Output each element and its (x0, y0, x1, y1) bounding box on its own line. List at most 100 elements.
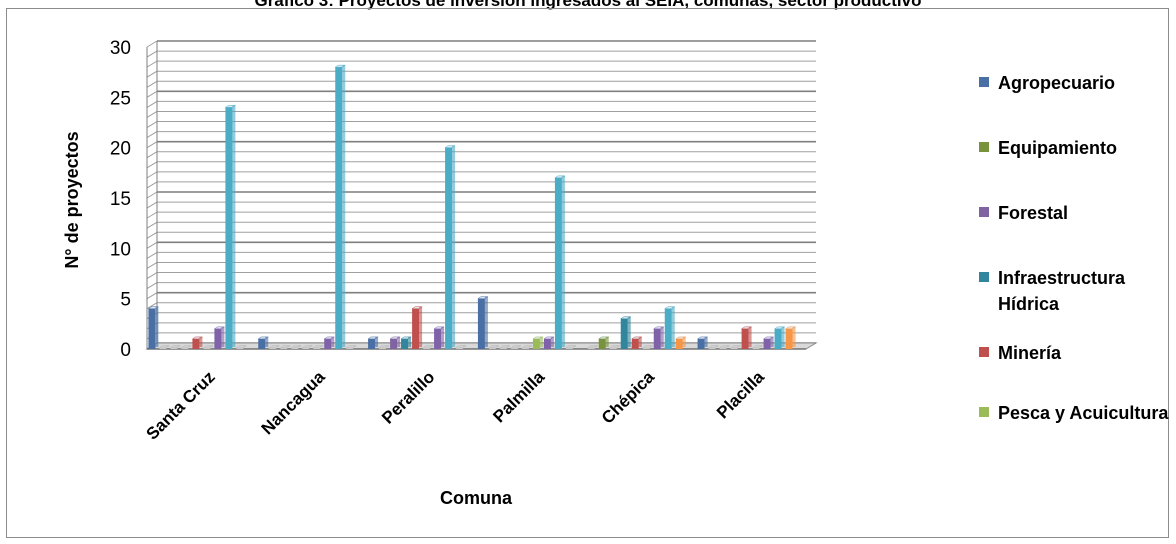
x-tick-label: Placilla (713, 367, 768, 422)
bar-side (386, 345, 390, 347)
bar-side (528, 345, 532, 347)
bar (521, 345, 533, 349)
y-tick-label: 25 (110, 88, 131, 109)
legend-label: Equipamiento (998, 138, 1118, 158)
gridline (146, 151, 158, 159)
bar-side (166, 345, 170, 347)
bar-face (225, 107, 233, 350)
bar-side (430, 345, 434, 347)
legend-item: Agropecuario (979, 70, 1115, 96)
bar-face (620, 318, 628, 349)
bar-face (653, 328, 661, 349)
gridline (146, 50, 158, 58)
x-tick-label: Palmilla (489, 367, 548, 426)
bar (433, 326, 445, 349)
bar-face (565, 347, 573, 349)
gridline (146, 181, 158, 189)
bar-side (199, 336, 203, 347)
bar-side (704, 336, 708, 347)
bar-side (177, 345, 181, 347)
bar (312, 345, 325, 349)
bar-face (697, 338, 705, 349)
gridline (146, 60, 158, 68)
bar-face (148, 308, 156, 349)
y-axis-title: N° de proyectos (62, 131, 82, 268)
bar (543, 336, 555, 349)
bar (378, 345, 390, 349)
y-tick-label: 10 (110, 239, 131, 260)
bar-side (155, 306, 159, 347)
bar-side (737, 345, 741, 347)
bar-face (741, 328, 749, 349)
bar (773, 326, 786, 349)
legend-label: Pesca y Acuicultura (998, 403, 1169, 423)
bar (400, 336, 412, 349)
chart-title: Gráfico 3: Proyectos de inversión ingres… (254, 0, 922, 10)
legend-label: Forestal (998, 203, 1069, 223)
bar (191, 336, 204, 349)
gridline (146, 171, 158, 179)
bar (444, 145, 456, 349)
gridline (146, 272, 158, 279)
legend-swatch (979, 77, 989, 87)
bar-side (572, 345, 576, 347)
bar-face (269, 347, 277, 349)
x-tick-label: Santa Cruz (143, 367, 219, 443)
bar (290, 345, 303, 349)
bar-side (616, 345, 620, 347)
bar-face (521, 347, 529, 349)
bar-side (506, 345, 510, 347)
bar-face (302, 347, 310, 349)
bar-side (320, 345, 324, 347)
bar (488, 345, 500, 349)
bar-face (510, 347, 518, 349)
bar-face (554, 177, 562, 349)
gridline (146, 302, 158, 310)
bar (477, 296, 489, 349)
gridline (146, 161, 158, 169)
legend-label: Minería (998, 343, 1062, 363)
bar-side (353, 345, 357, 347)
bar (213, 326, 226, 349)
bar-side (627, 316, 631, 347)
gridline (146, 90, 158, 98)
bar (345, 345, 358, 349)
gridline (146, 191, 158, 199)
bar-side (484, 296, 488, 347)
bar (784, 326, 797, 349)
bar-side (770, 336, 774, 347)
legend-swatch (979, 207, 989, 217)
gridline (146, 282, 158, 290)
bar-face (774, 328, 782, 349)
bar (389, 336, 401, 349)
bar-face (587, 347, 595, 349)
bar-side (419, 306, 423, 347)
bar-face (313, 347, 321, 349)
bar (707, 345, 720, 349)
gridline (146, 70, 158, 78)
bar-face (543, 338, 551, 349)
bar-face (214, 328, 222, 349)
legend-swatch (979, 407, 989, 417)
bar (235, 345, 248, 349)
chart-frame (6, 8, 1169, 538)
bar (751, 345, 764, 349)
bar-face (434, 328, 442, 349)
bar-face (368, 338, 376, 349)
bar-side (463, 345, 467, 347)
bar-face (170, 347, 178, 349)
y-tick-label: 20 (110, 139, 131, 160)
bar-side (243, 345, 247, 347)
bar-side (638, 336, 642, 347)
bar-face (532, 338, 540, 349)
bar (652, 326, 665, 349)
gridline (146, 231, 158, 239)
bar-side (342, 65, 346, 347)
bar-side (715, 345, 719, 347)
bar (268, 345, 281, 349)
bar-side (550, 336, 554, 347)
bar-side (726, 345, 730, 347)
bar-face (456, 347, 464, 349)
bar-face (664, 308, 672, 349)
